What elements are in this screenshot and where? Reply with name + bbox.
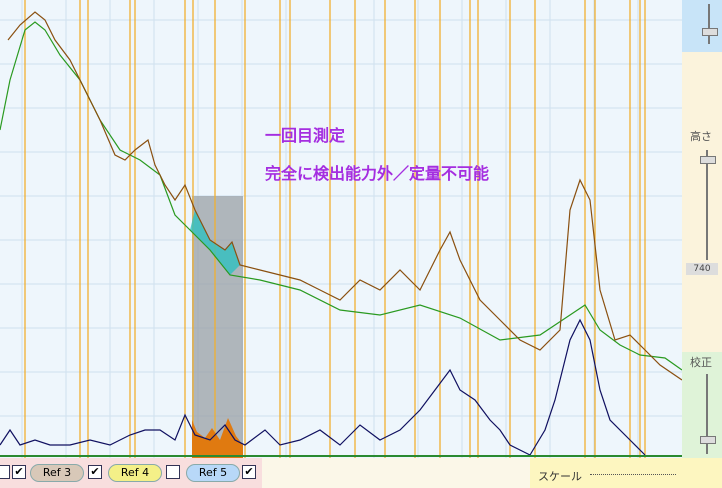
ref-button[interactable]: Ref 4 (108, 464, 162, 482)
annotation: 一回目測定 (265, 126, 346, 145)
checkbox[interactable]: ✔ (242, 465, 256, 479)
slider-track (706, 150, 708, 260)
slider-thumb[interactable] (702, 28, 718, 36)
plot-bg (0, 0, 682, 458)
reference-trace (0, 21, 682, 371)
slider-track (706, 374, 708, 454)
slider-track (708, 4, 710, 44)
top-panel (682, 0, 722, 52)
checkbox[interactable] (0, 465, 10, 479)
measured-trace (7, 11, 682, 381)
toolbar (262, 458, 530, 488)
ref-button[interactable]: Ref 5 (186, 464, 240, 482)
ref-button[interactable]: Ref 3 (30, 464, 84, 482)
scale-slider[interactable] (590, 474, 676, 475)
checkbox[interactable] (166, 465, 180, 479)
peak-fill (192, 418, 243, 458)
calibration-panel: 校正 (682, 352, 722, 458)
checkbox[interactable]: ✔ (12, 465, 26, 479)
height-value[interactable]: 740 (686, 263, 718, 275)
height-label: 高さ (690, 130, 712, 143)
trace-chart (0, 0, 682, 458)
peak-markers (24, 0, 646, 458)
scale-panel (530, 458, 722, 488)
difference-trace (0, 318, 646, 456)
height-panel: 高さ 740 (682, 52, 722, 352)
slider-thumb[interactable] (700, 436, 716, 444)
scale-label: スケール (538, 470, 582, 483)
calibration-label: 校正 (690, 356, 712, 369)
slider-thumb[interactable] (700, 156, 716, 164)
grid (0, 0, 682, 458)
checkbox[interactable]: ✔ (88, 465, 102, 479)
annotation: 完全に検出能力外／定量不可能 (265, 164, 490, 183)
